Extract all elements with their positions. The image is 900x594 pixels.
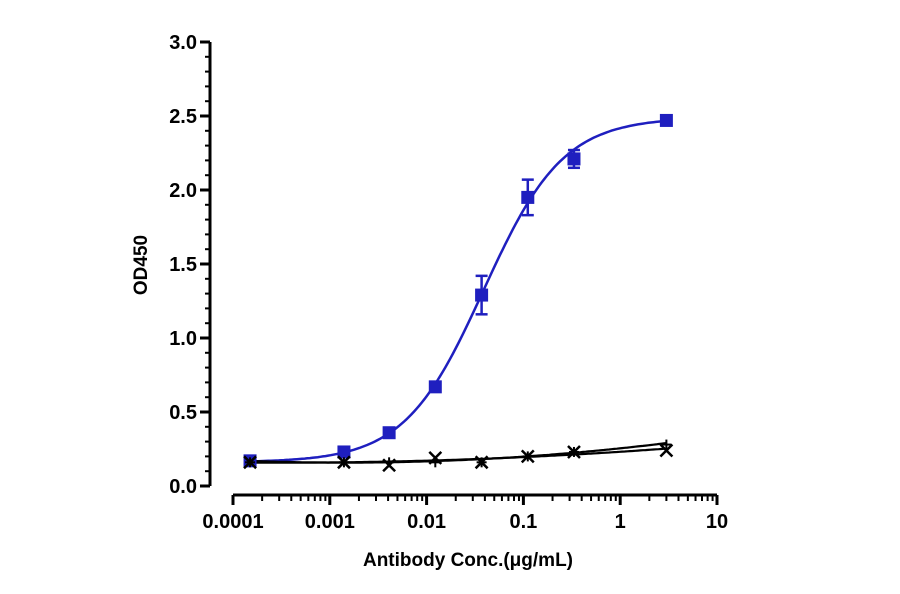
- y-tick-label: 2.5: [169, 106, 197, 128]
- data-point-square: [567, 152, 581, 166]
- data-point-plus: [338, 457, 349, 468]
- axes: 0.0 0.5 1.0 1.5 2.0 2.5 3.0 0.0001 0.001 0.01 0.1 1…: [169, 32, 728, 533]
- y-tick-label: 0.5: [169, 402, 197, 424]
- y-axis-title: OD450: [131, 235, 152, 295]
- y-tick-label: 3.0: [169, 32, 197, 54]
- data-point-plus: [661, 439, 672, 450]
- x-tick-label: 0.0001: [202, 511, 263, 533]
- data-point-square: [521, 190, 535, 204]
- x-tick-label: 0.1: [509, 511, 537, 533]
- y-tick-label: 1.0: [169, 328, 197, 350]
- data-point-square: [475, 288, 489, 302]
- x-tick-label: 0.01: [407, 511, 446, 533]
- x-tick-label: 10: [706, 511, 728, 533]
- data-point-square: [382, 426, 396, 440]
- y-tick-label: 0.0: [169, 476, 197, 498]
- data-point-plus: [522, 451, 533, 462]
- fit-curve-series-3: [249, 442, 667, 464]
- y-tick-label: 1.5: [169, 254, 197, 276]
- data-point-plus: [245, 457, 256, 468]
- data-point-square: [428, 380, 442, 394]
- data-point-plus: [568, 446, 579, 457]
- data-point-plus: [384, 457, 395, 468]
- fit-curve-series-1: [249, 119, 667, 463]
- x-tick-label: 0.001: [305, 511, 355, 533]
- cross-stroke: [659, 443, 674, 458]
- data-point-square: [659, 113, 673, 127]
- data-point-square: [337, 445, 351, 459]
- data-point-plus: [476, 457, 487, 468]
- x-tick-label: 1: [615, 511, 626, 533]
- data-point-plus: [430, 457, 441, 468]
- y-tick-label: 2.0: [169, 180, 197, 202]
- data-point-cross: [659, 443, 674, 458]
- data-marks: [243, 113, 674, 473]
- fit-curves: [249, 119, 667, 464]
- x-axis-title: Antibody Conc.(μg/mL): [363, 550, 573, 571]
